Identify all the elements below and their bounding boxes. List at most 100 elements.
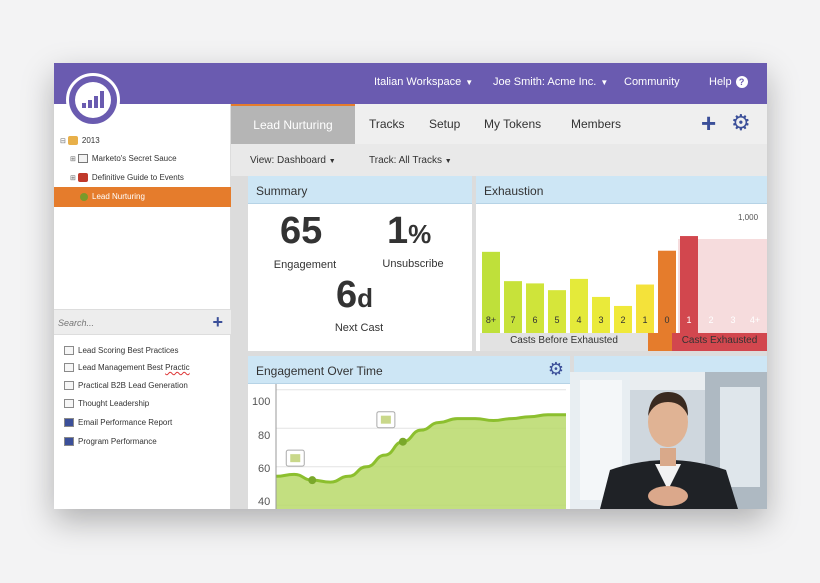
- cast-marker[interactable]: [308, 476, 317, 485]
- x-category-label: 4: [576, 315, 582, 325]
- x-category-label: 6: [532, 315, 538, 325]
- list-item[interactable]: Program Performance: [64, 437, 157, 447]
- next-cast-label: Next Cast: [334, 322, 384, 334]
- exhaustion-bar: [636, 284, 654, 333]
- list-item[interactable]: Email Performance Report: [64, 418, 172, 428]
- exhaustion-bar: [592, 296, 610, 333]
- tree-root[interactable]: ⊟ 2013: [60, 136, 100, 146]
- y-tick-label: 1,000: [738, 213, 759, 222]
- tab-members[interactable]: Members: [571, 117, 622, 131]
- track-selector[interactable]: Track: All Tracks ▼: [369, 155, 452, 166]
- tree-item-lead-nurturing[interactable]: Lead Nurturing: [80, 192, 145, 201]
- x-category-label: 0: [664, 315, 670, 325]
- expand-icon[interactable]: ⊞: [70, 156, 76, 163]
- right-label-band: [648, 333, 767, 351]
- card-header: [574, 356, 767, 376]
- workspace-selector[interactable]: Italian Workspace ▼: [374, 76, 473, 88]
- card-title: Summary: [256, 184, 308, 198]
- caret-down-icon: ▼: [600, 78, 609, 87]
- x-category-label: 3: [598, 315, 604, 325]
- exhaustion-bar: [548, 290, 566, 333]
- tab-my-tokens[interactable]: My Tokens: [484, 117, 542, 131]
- email-report-icon: [64, 418, 74, 428]
- engagement-line: [275, 413, 566, 484]
- x-category-label: 7: [510, 315, 516, 325]
- tree-item-label: Lead Nurturing: [92, 192, 145, 201]
- tree-item-secret-sauce[interactable]: ⊞ Marketo's Secret Sauce: [70, 154, 177, 164]
- engagement-value: 65: [280, 210, 323, 252]
- next-cast-value: 6d: [336, 274, 373, 317]
- tab-tracks[interactable]: Tracks: [369, 117, 405, 131]
- add-icon[interactable]: +: [212, 312, 223, 332]
- view-selector[interactable]: View: Dashboard ▼: [250, 155, 336, 166]
- user-menu[interactable]: Joe Smith: Acme Inc. ▼: [493, 76, 608, 88]
- engagement-label: Engagement: [273, 259, 337, 271]
- cast-marker[interactable]: [398, 437, 407, 446]
- list-item-label: Lead Scoring Best Practices: [78, 346, 179, 355]
- caret-down-icon: ▼: [465, 78, 474, 87]
- y-tick-label: 100: [252, 396, 271, 408]
- list-item-label-misspelled: Practic: [165, 363, 190, 372]
- card-header: Summary: [248, 176, 472, 204]
- unsubscribe-value: 1%: [387, 210, 431, 253]
- x-category-label: 2: [620, 315, 626, 325]
- y-tick-label: 80: [258, 430, 271, 442]
- program-icon: [77, 154, 88, 164]
- folder-icon: [67, 136, 78, 146]
- track-label: Track: All Tracks: [369, 155, 442, 166]
- help-label: Help: [709, 76, 732, 88]
- next-cast-number: 6: [336, 274, 358, 316]
- app-window: Italian Workspace ▼ Joe Smith: Acme Inc. ▼…: [54, 63, 767, 509]
- report-icon: [64, 363, 74, 373]
- exhaustion-chart: [482, 236, 767, 333]
- search-bar: +: [54, 309, 231, 335]
- help-link[interactable]: Help?: [709, 76, 748, 88]
- view-bar: View: Dashboard ▼ Track: All Tracks ▼: [231, 144, 767, 176]
- engagement-area: [276, 414, 566, 509]
- x-category-label: 3: [730, 315, 736, 325]
- exhaustion-bar: [658, 250, 676, 333]
- program-report-icon: [64, 437, 74, 447]
- tab-lead-nurturing[interactable]: Lead Nurturing: [231, 104, 355, 144]
- tree-item-events[interactable]: ⊞ Definitive Guide to Events: [70, 173, 184, 183]
- tree-item-label: Marketo's Secret Sauce: [91, 154, 177, 163]
- report-icon: [64, 346, 74, 356]
- tab-bar: Lead Nurturing Tracks Setup My Tokens Me…: [231, 104, 767, 144]
- tab-setup[interactable]: Setup: [429, 117, 461, 131]
- unsubscribe-number: 1: [387, 210, 409, 252]
- collapse-icon[interactable]: ⊟: [60, 138, 66, 145]
- x-category-label: 2: [708, 315, 714, 325]
- next-cast-unit: d: [357, 283, 374, 313]
- top-bar: Italian Workspace ▼ Joe Smith: Acme Inc. ▼…: [54, 63, 767, 104]
- help-icon: ?: [735, 76, 748, 88]
- search-input[interactable]: [58, 316, 198, 330]
- exhaustion-bar: [614, 305, 632, 333]
- list-item[interactable]: Lead Management Best Practic: [64, 363, 190, 373]
- exhaustion-bar: [504, 281, 522, 333]
- engagement-over-time-card: Engagement Over Time ⚙ 100 80 60 40: [248, 356, 570, 509]
- exhaustion-bar: [482, 251, 500, 333]
- x-category-label: 1: [642, 315, 648, 325]
- gear-icon[interactable]: ⚙: [731, 110, 751, 135]
- list-item[interactable]: Thought Leadership: [64, 399, 149, 409]
- hidden-card: [574, 356, 767, 376]
- list-item-label: Lead Management Best: [78, 363, 166, 372]
- workspace-label: Italian Workspace: [374, 76, 462, 88]
- report-icon: [64, 381, 74, 391]
- add-icon[interactable]: +: [701, 108, 717, 138]
- y-tick-label: 60: [258, 463, 271, 475]
- exhaustion-bar: [526, 283, 544, 333]
- left-panel: ⊟ 2013 ⊞ Marketo's Secret Sauce ⊞ Definitiv…: [54, 104, 231, 509]
- casts-before-exhausted-label: Casts Before Exhausted: [510, 335, 618, 346]
- list-item[interactable]: Lead Scoring Best Practices: [64, 346, 179, 356]
- x-category-label: 4+: [749, 315, 761, 325]
- card-title: Engagement Over Time: [256, 364, 383, 378]
- casts-exhausted-label: Casts Exhausted: [681, 335, 758, 346]
- nurture-icon: [80, 192, 88, 201]
- expand-icon[interactable]: ⊞: [70, 175, 76, 182]
- list-item[interactable]: Practical B2B Lead Generation: [64, 381, 188, 391]
- gear-icon[interactable]: ⚙: [547, 359, 564, 379]
- card-title: Exhaustion: [484, 184, 544, 198]
- community-link[interactable]: Community: [624, 76, 680, 88]
